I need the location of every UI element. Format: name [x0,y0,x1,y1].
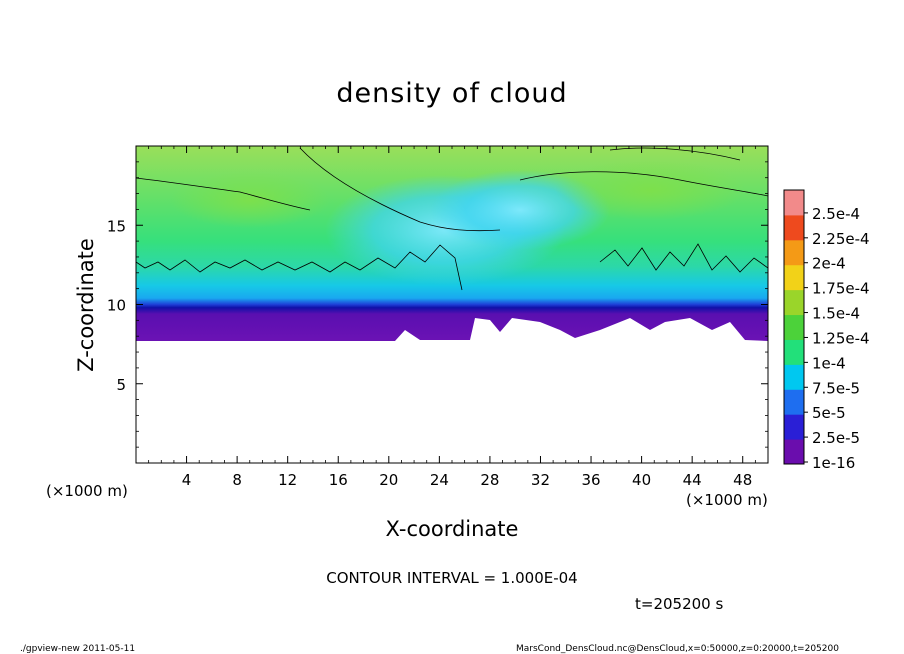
colorbar-swatch [784,289,804,316]
colorbar-label: 1e-4 [812,354,846,372]
colorbar-label: 1.25e-4 [812,329,870,347]
colorbar-label: 1e-16 [812,454,855,472]
colorbar-label: 1.75e-4 [812,280,870,298]
x-tick-label: 4 [182,471,192,489]
contour-line [519,171,768,197]
contour-line [609,147,741,161]
x-tick-label: 20 [379,471,398,489]
y-tick-label: 10 [107,297,126,315]
y-tick-label: 15 [107,217,126,235]
x-unit-label-left: (×1000 m) [46,482,128,500]
contour-line [136,177,311,211]
y-axis-title: Z-coordinate [74,238,98,372]
colorbar-swatch [784,414,804,440]
green-region-west [170,172,330,228]
x-tick-label: 48 [733,471,752,489]
colorbar-swatch [784,239,804,266]
x-tick-label: 28 [480,471,499,489]
colorbar-swatch [784,439,804,465]
chart-title: density of cloud [336,78,567,109]
colorbar-label: 7.5e-5 [812,379,860,397]
x-tick-label: 44 [683,471,702,489]
left-credit: ./gpview-new 2011-05-11 [20,644,135,654]
colorbar-label: 1.5e-4 [812,305,860,323]
colorbar-label: 2.5e-4 [812,205,860,223]
contour-line [299,147,501,232]
time-stamp-text: t=205200 s [635,595,723,613]
x-tick-label: 16 [329,471,348,489]
colorbar-swatch [784,389,804,415]
colorbar-frame [783,189,805,465]
contour-line [136,244,463,291]
x-tick-label: 36 [581,471,600,489]
x-axis-title: X-coordinate [386,517,519,541]
colorbar-swatch [784,190,804,216]
colorbar-label: 2.5e-5 [812,429,860,447]
colorbar-label: 2e-4 [812,255,846,273]
x-tick-label: 24 [430,471,449,489]
plot-area [136,146,768,463]
colorbar-label: 5e-5 [812,404,846,422]
y-tick-label: 5 [116,376,126,394]
colorbar-swatch [784,364,804,390]
contour-line [599,243,768,273]
colorbar: 1e-16 2.5e-5 5e-5 7.5e-5 1e-4 1.25e-4 1.5e-4 1.… [784,190,870,472]
right-credit: MarsCond_DensCloud.nc@DensCloud,x=0:5000… [516,644,839,654]
colorbar-swatch [784,214,804,241]
x-tick-label: 8 [232,471,242,489]
x-tick-label: 40 [632,471,651,489]
colorbar-swatch [784,339,804,365]
contour-interval-text: CONTOUR INTERVAL = 1.000E-04 [326,569,577,587]
colorbar-swatch [784,264,804,291]
colorbar-swatch [784,314,804,340]
green-region-east [555,160,745,220]
x-axis: 4 8 12 16 20 24 28 32 36 40 44 48 [148,146,756,489]
colorbar-label: 2.25e-4 [812,230,870,248]
x-unit-label-right: (×1000 m) [686,491,768,509]
x-tick-label: 32 [531,471,550,489]
x-tick-label: 12 [278,471,297,489]
no-cloud-region [136,318,768,463]
y-axis: 5 10 15 [107,161,768,448]
